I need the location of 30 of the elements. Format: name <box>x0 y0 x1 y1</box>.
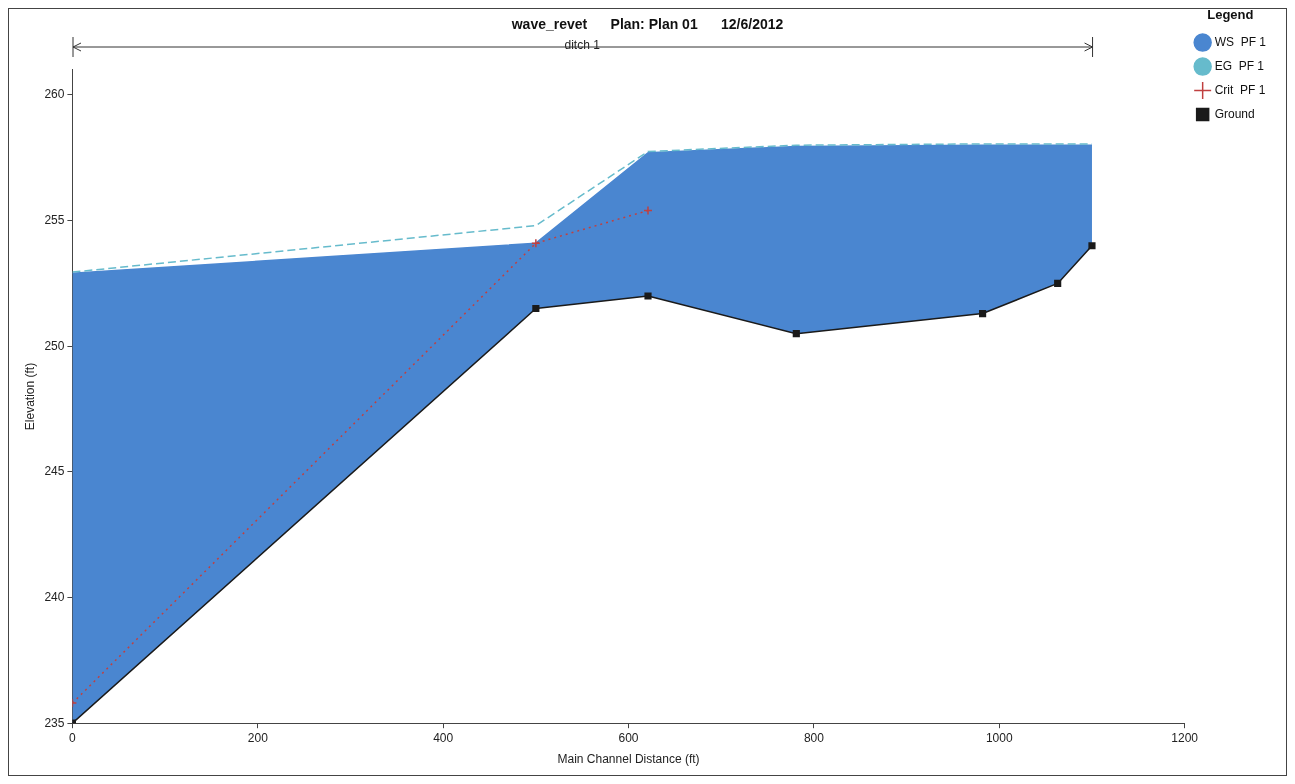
y-tick-label: 260 <box>44 87 65 102</box>
text: ditch 1 <box>564 38 601 53</box>
legend-title: Legend <box>1207 7 1254 23</box>
point <box>643 205 653 216</box>
point <box>532 304 540 313</box>
point <box>979 309 987 318</box>
legend-label: Ground <box>1214 106 1255 121</box>
legend-label: WS PF 1 <box>1214 34 1267 49</box>
y-tick-label: 235 <box>44 715 65 730</box>
point <box>792 330 800 338</box>
x-tick-label: 800 <box>803 730 825 745</box>
point <box>644 292 652 300</box>
x-axis-title: Main Channel Distance (ft) <box>557 752 700 767</box>
x-tick-label: 600 <box>618 730 639 745</box>
x-tick-label: 400 <box>433 730 454 745</box>
x-tick-label: 0 <box>69 730 77 745</box>
point <box>1088 242 1096 250</box>
x-tick-label: 1200 <box>1171 730 1199 745</box>
x-tick-label: 200 <box>247 730 269 745</box>
x-tick-label: 1000 <box>985 730 1013 745</box>
legend-label: Crit PF 1 <box>1214 82 1266 97</box>
y-tick-label: 255 <box>44 212 65 227</box>
point <box>1054 279 1062 287</box>
chart-title: wave_revet Plan: Plan 01 12/6/2012 <box>510 16 784 33</box>
y-tick-label: 250 <box>44 338 65 353</box>
y-axis-title: Elevation (ft) <box>22 362 37 431</box>
y-tick-label: 245 <box>44 464 65 479</box>
point <box>531 238 541 248</box>
legend-label: EG PF 1 <box>1214 58 1265 73</box>
y-tick-label: 240 <box>44 589 65 604</box>
